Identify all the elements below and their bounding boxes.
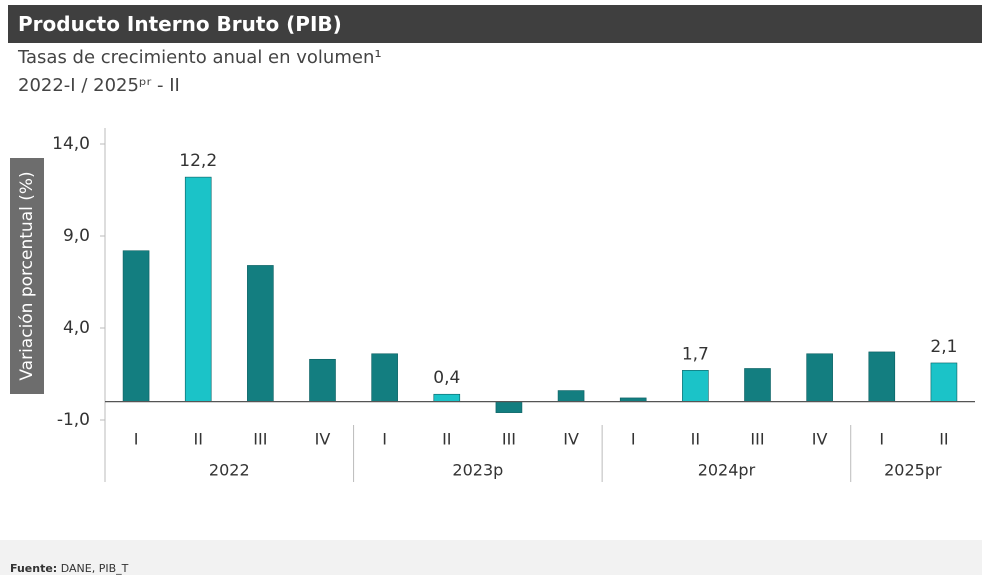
x-tick-label: I (631, 430, 636, 449)
title: Producto Interno Bruto (PIB) (8, 5, 982, 43)
chart: Variación porcentual (%) -1,0 4,0 9,0 14,0 I… (10, 128, 975, 482)
x-tick-label: I (382, 430, 387, 449)
x-tick-label: II (442, 430, 451, 449)
group-label: 2023p (452, 461, 503, 480)
bar (495, 401, 523, 413)
value-label: 1,7 (682, 344, 709, 364)
bar (682, 370, 709, 402)
bar (744, 368, 771, 402)
bar (433, 393, 461, 402)
x-tick-label: II (691, 430, 700, 449)
footer (0, 540, 982, 575)
bar (122, 250, 150, 402)
y-label-box (10, 158, 44, 394)
value-label: 2,1 (930, 337, 957, 357)
x-tick-label: IV (315, 430, 331, 449)
group-label: 2024pr (698, 461, 756, 480)
x-tick-label: III (750, 430, 764, 449)
value-label: 12,2 (179, 151, 217, 171)
bar (930, 362, 958, 402)
bar (557, 390, 585, 402)
x-tick-label: I (134, 430, 139, 449)
group-label: 2022 (209, 461, 250, 480)
bar (868, 351, 896, 402)
x-tick-label: II (193, 430, 202, 449)
bar (184, 176, 212, 402)
period: 2022-I / 2025ᵖʳ - II (18, 75, 180, 96)
bar (247, 265, 274, 402)
y-tick-label: -1,0 (57, 410, 90, 430)
bar (371, 353, 398, 402)
y-label: Variación porcentual (%) (17, 171, 37, 380)
source-text: DANE, PIB_T (60, 562, 129, 575)
bar (806, 353, 833, 402)
y-tick-label: 4,0 (63, 318, 90, 338)
x-tick-label: IV (812, 430, 828, 449)
x-tick-label: II (939, 430, 948, 449)
source-label: Fuente: (10, 562, 58, 575)
subtitle: Tasas de crecimiento anual en volumen¹ (18, 47, 382, 68)
value-label: 0,4 (433, 368, 460, 388)
x-tick-label: IV (563, 430, 579, 449)
bar (309, 358, 336, 402)
group-label: 2025pr (884, 461, 942, 480)
source: Fuente: DANE, PIB_T (10, 562, 128, 575)
x-tick-label: III (253, 430, 267, 449)
y-tick-label: 14,0 (52, 134, 90, 154)
y-tick-label: 9,0 (63, 226, 90, 246)
x-tick-label: I (879, 430, 884, 449)
x-tick-label: III (502, 430, 516, 449)
